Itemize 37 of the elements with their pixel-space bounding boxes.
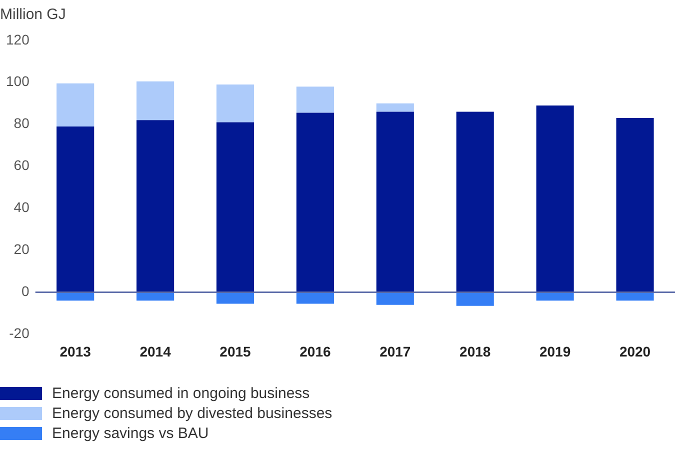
bar	[216, 122, 254, 292]
legend-label: Energy savings vs BAU	[52, 424, 209, 442]
bar	[616, 118, 654, 292]
y-tick-label: 80	[14, 115, 30, 132]
bar	[136, 81, 174, 120]
bar	[56, 126, 94, 292]
y-tick-label: 20	[14, 241, 30, 258]
x-tick-label: 2019	[539, 343, 571, 360]
bar	[456, 112, 494, 292]
bar	[376, 292, 414, 305]
y-tick-label: 40	[14, 199, 30, 216]
bar	[296, 292, 334, 304]
bar	[376, 103, 414, 112]
x-tick-label: 2020	[619, 343, 651, 360]
bar	[456, 292, 494, 306]
y-tick-label: -20	[9, 325, 30, 342]
x-tick-label: 2016	[300, 343, 331, 360]
y-tick-label: 0	[22, 283, 30, 300]
y-tick-label: 100	[6, 73, 30, 90]
bar	[536, 105, 574, 292]
bar	[136, 120, 174, 292]
x-tick-label: 2013	[60, 343, 92, 360]
y-tick-label: 120	[6, 31, 30, 48]
legend-label: Energy consumed by divested businesses	[52, 404, 332, 422]
bar	[216, 292, 254, 304]
bar	[376, 112, 414, 292]
legend-label: Energy consumed in ongoing business	[52, 384, 310, 402]
bar	[296, 86, 334, 113]
bar	[296, 112, 334, 292]
bar	[216, 84, 254, 122]
bar	[56, 83, 94, 126]
x-tick-label: 2014	[140, 343, 172, 360]
x-tick-label: 2018	[460, 343, 491, 360]
y-axis-title: Million GJ	[0, 5, 67, 25]
x-tick-label: 2015	[220, 343, 252, 360]
x-tick-label: 2017	[380, 343, 411, 360]
y-tick-label: 60	[14, 157, 30, 174]
